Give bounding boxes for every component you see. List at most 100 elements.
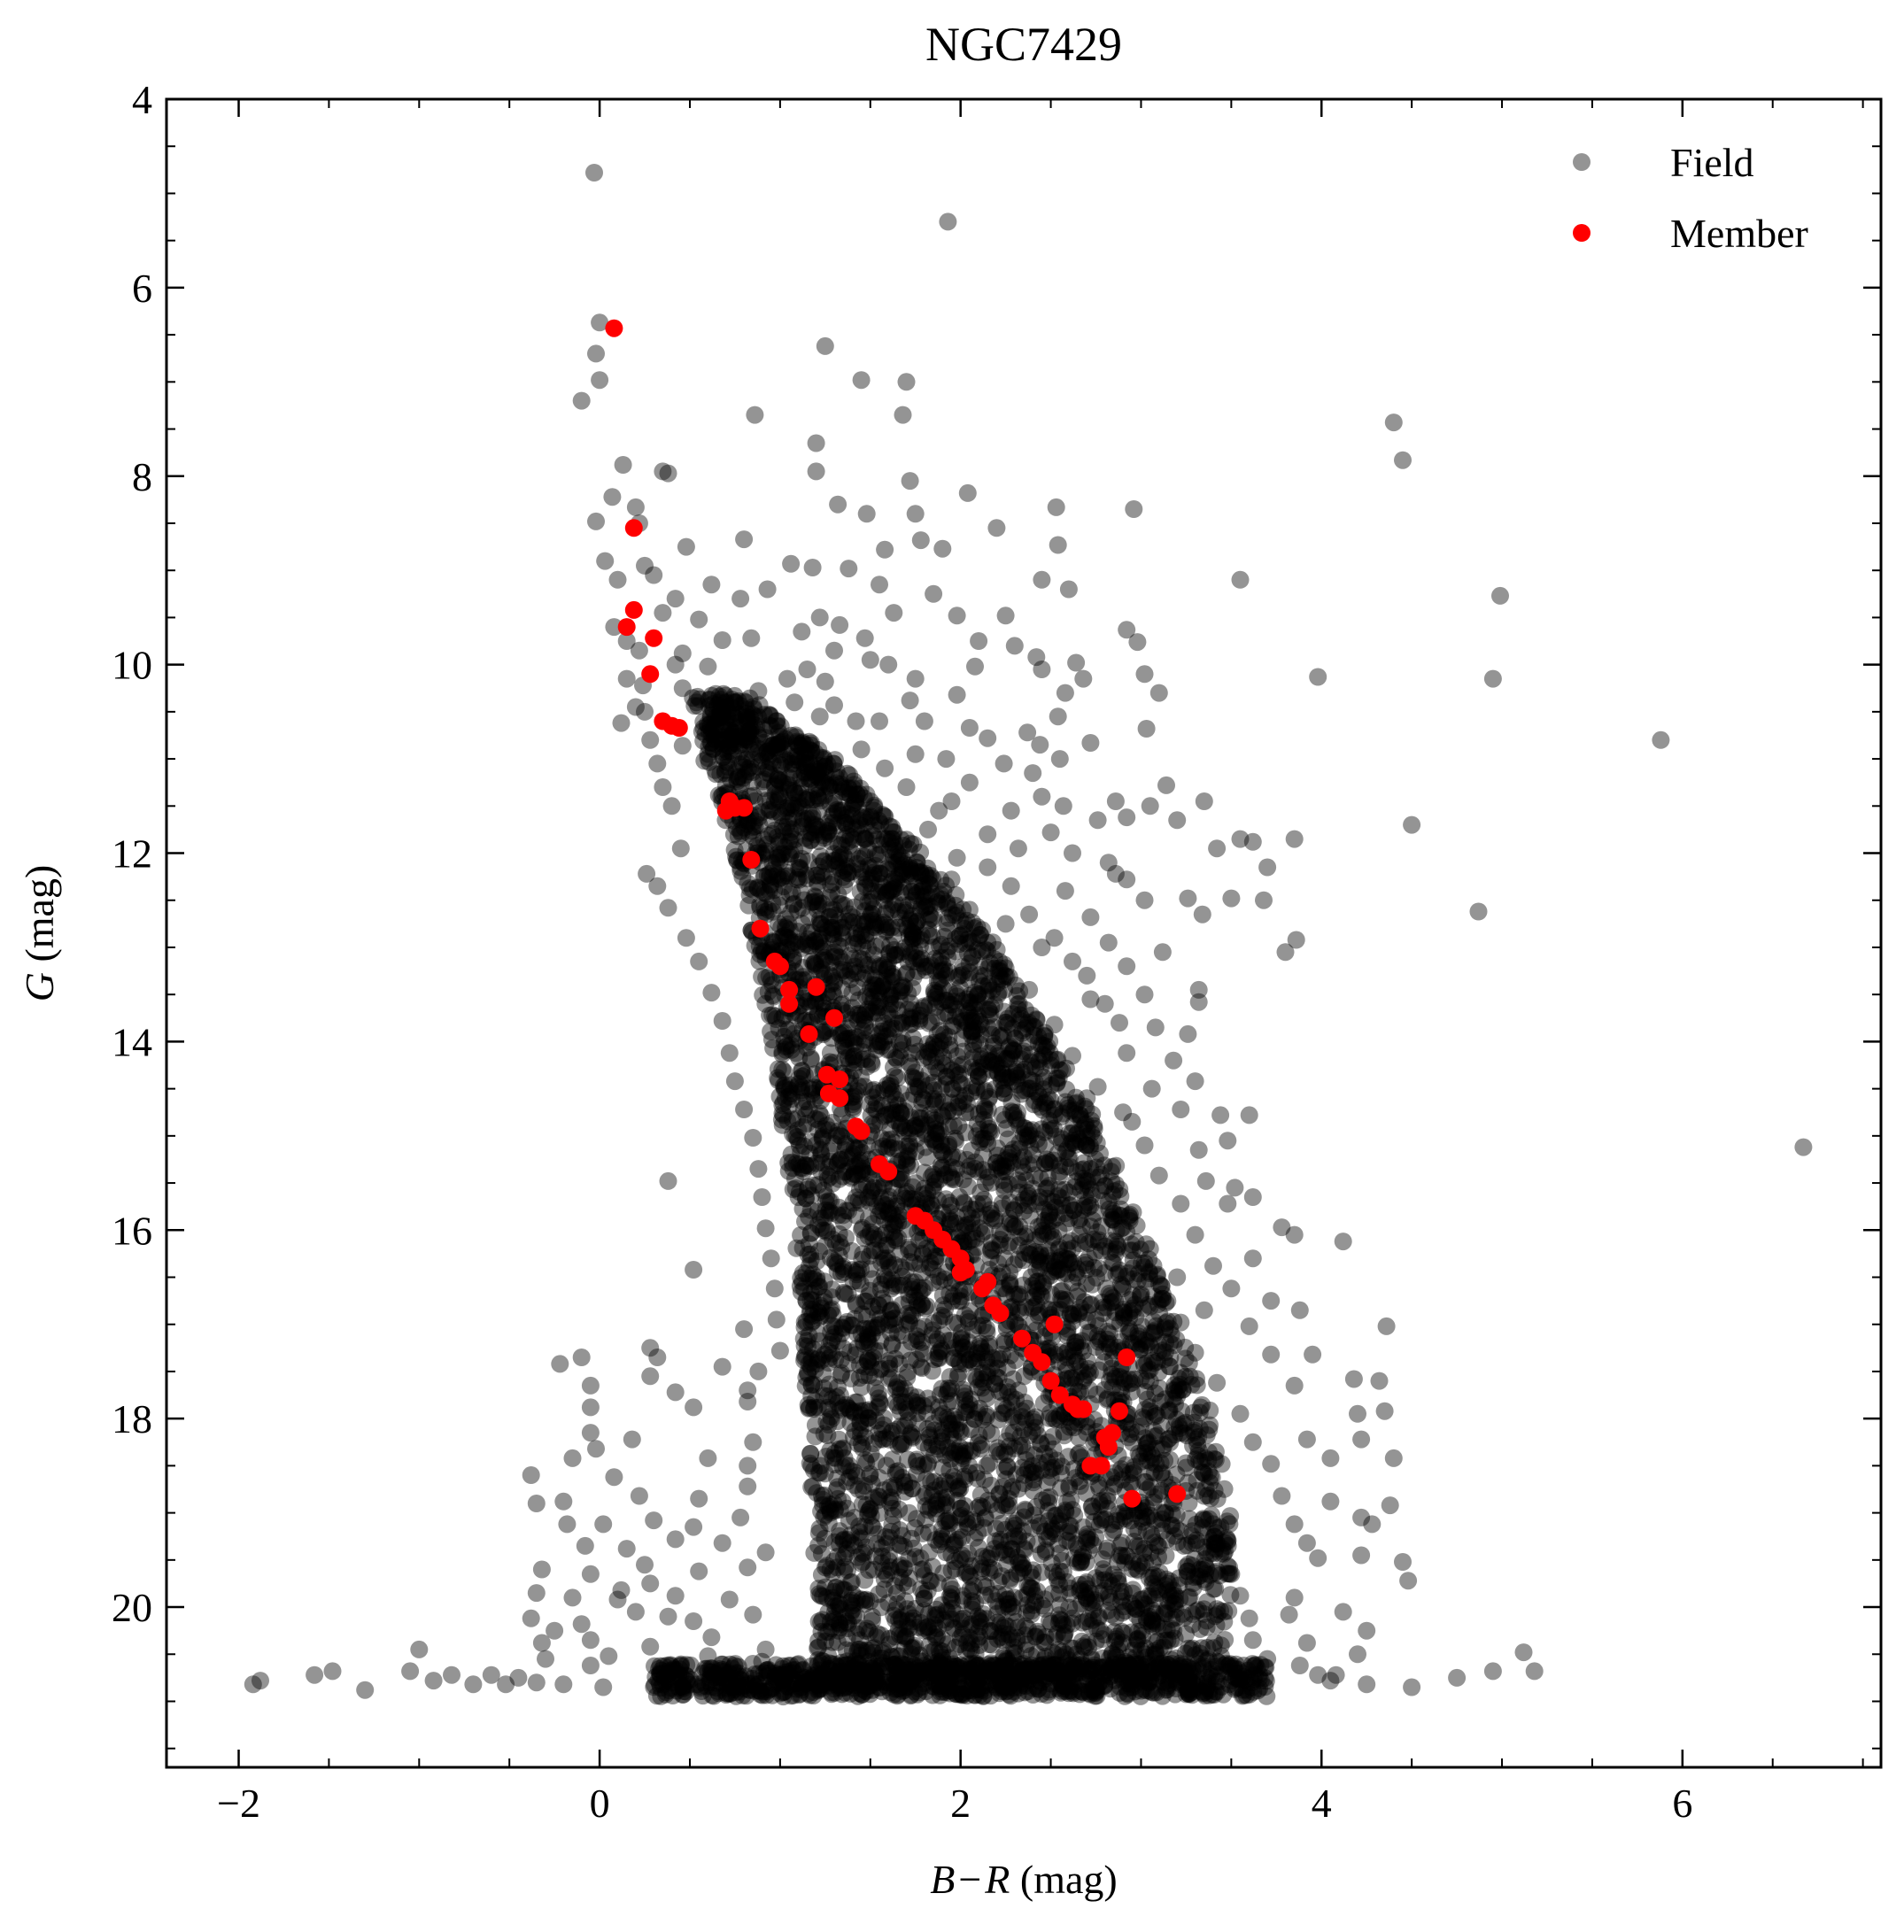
field-point [762,810,781,829]
field-point [894,1034,912,1053]
field-point [988,1139,1007,1157]
field-point [801,1300,819,1318]
field-point [774,1106,793,1124]
field-point [917,1511,935,1529]
field-point [1103,1157,1122,1176]
field-point [1202,1489,1219,1508]
field-point [966,1201,985,1218]
field-point [1094,1550,1112,1568]
field-point [804,893,823,911]
field-point [1166,1383,1185,1402]
field-point [1156,1604,1174,1623]
field-point [1000,1532,1018,1550]
field-point [1027,1287,1046,1305]
field-point [1042,1056,1060,1075]
field-point [840,1054,859,1072]
field-point [1188,1370,1205,1388]
field-point [952,1423,971,1441]
field-point [951,1480,970,1497]
field-point [1010,1287,1029,1306]
field-point [886,1611,905,1629]
field-point [886,1256,904,1274]
field-point [925,1171,944,1189]
field-point [1067,1645,1086,1664]
field-point [915,893,933,910]
field-point [1133,1621,1151,1640]
field-point [1079,1193,1096,1211]
field-point [959,1233,978,1250]
field-point [1048,1624,1066,1642]
field-point [888,1324,907,1342]
field-point [1136,1553,1155,1572]
field-point [952,1330,971,1349]
field-point [971,1047,990,1065]
field-point [896,1629,915,1648]
field-point [848,854,866,873]
field-point [834,1530,853,1549]
field-point [977,1385,995,1403]
field-point [835,1449,854,1467]
field-point [952,1222,971,1240]
field-point [1142,1446,1161,1464]
field-point [972,1130,991,1148]
field-point [909,1078,927,1096]
field-point [1016,1119,1034,1138]
field-point [1143,1612,1162,1631]
field-point [1090,1515,1109,1534]
field-point [920,875,939,893]
field-point [831,1150,849,1169]
field-point [802,1376,821,1395]
field-point [756,902,774,921]
field-point [928,1619,947,1637]
field-point [924,1181,942,1200]
field-point [1126,1599,1145,1618]
field-point [798,1332,817,1350]
field-point [1214,1544,1233,1563]
field-point [871,1241,890,1260]
field-point [816,757,834,776]
field-point [877,1527,895,1546]
field-point [968,1370,986,1388]
field-point [919,1014,938,1032]
field-point [770,1087,789,1106]
field-point [691,690,709,708]
field-point [1001,1068,1019,1086]
field-point [771,929,790,947]
field-point [908,1119,926,1137]
field-point [815,750,833,769]
field-point [904,835,923,854]
field-point [970,1208,988,1225]
field-point [830,853,848,871]
field-point [911,882,929,900]
field-point [855,1229,874,1248]
field-point [937,1264,956,1281]
field-point [949,1364,968,1383]
field-point [950,1421,969,1440]
field-point [1033,1274,1052,1293]
field-point [1146,1589,1165,1608]
field-point [818,1398,837,1417]
field-point [917,1148,936,1167]
field-point [881,1488,900,1507]
field-point [975,1471,994,1488]
field-point [900,1142,918,1161]
field-point [936,1056,955,1075]
field-point [1027,1497,1046,1516]
field-point [712,699,731,718]
field-point [862,1506,880,1525]
field-point [1026,1231,1044,1249]
field-point [871,874,889,893]
field-point [981,1358,1000,1377]
field-point [777,920,795,938]
field-point [808,820,826,838]
field-point [870,811,888,830]
field-point [1110,1574,1128,1593]
field-point [1146,1534,1164,1552]
field-point [974,1190,993,1209]
field-point [828,816,847,834]
field-point [1110,1505,1127,1523]
field-point [847,1294,865,1312]
field-point [1111,1653,1130,1672]
field-point [965,983,984,1001]
field-point [809,1325,827,1343]
